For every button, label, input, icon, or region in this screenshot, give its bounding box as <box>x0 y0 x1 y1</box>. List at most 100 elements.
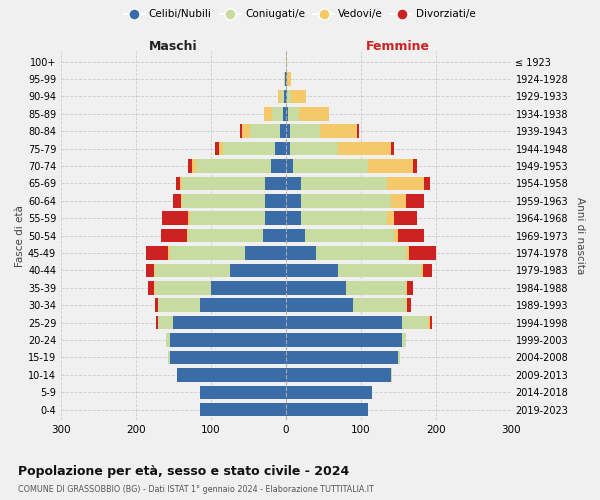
Bar <box>402 316 428 330</box>
Bar <box>285 72 286 86</box>
Bar <box>286 107 288 120</box>
Bar <box>272 107 283 120</box>
Bar <box>286 194 301 207</box>
Bar <box>391 194 406 207</box>
Bar <box>177 368 286 382</box>
Bar <box>407 298 411 312</box>
Bar <box>155 281 211 294</box>
Bar <box>148 281 154 294</box>
Bar <box>413 160 417 173</box>
Bar <box>265 212 286 225</box>
Bar <box>158 298 200 312</box>
Bar <box>423 264 432 278</box>
Text: COMUNE DI GRASSOBBIO (BG) - Dati ISTAT 1° gennaio 2024 - Elaborazione TUTTITALIA: COMUNE DI GRASSOBBIO (BG) - Dati ISTAT 1… <box>18 485 374 494</box>
Bar <box>301 176 387 190</box>
Bar <box>430 316 432 330</box>
Bar <box>290 142 338 156</box>
Bar <box>200 403 286 416</box>
Bar <box>357 124 359 138</box>
Bar <box>338 142 391 156</box>
Bar <box>301 194 391 207</box>
Bar <box>286 298 353 312</box>
Bar <box>271 160 286 173</box>
Bar <box>275 142 286 156</box>
Bar <box>286 72 287 86</box>
Bar <box>280 124 286 138</box>
Bar <box>188 212 190 225</box>
Text: Maschi: Maschi <box>149 40 198 53</box>
Bar <box>286 90 287 103</box>
Bar <box>176 176 180 190</box>
Bar <box>168 246 170 260</box>
Bar <box>394 229 398 242</box>
Bar <box>215 142 219 156</box>
Bar <box>402 334 406 347</box>
Bar <box>181 194 182 207</box>
Bar <box>146 246 168 260</box>
Bar <box>305 229 394 242</box>
Bar <box>316 246 406 260</box>
Bar <box>161 229 187 242</box>
Bar <box>407 281 413 294</box>
Bar <box>394 212 417 225</box>
Bar <box>346 281 406 294</box>
Bar <box>170 350 286 364</box>
Bar <box>188 160 192 173</box>
Bar <box>286 246 316 260</box>
Bar <box>284 72 285 86</box>
Bar <box>291 90 306 103</box>
Bar <box>200 298 286 312</box>
Bar <box>219 142 223 156</box>
Bar <box>387 212 394 225</box>
Bar <box>286 350 398 364</box>
Bar <box>155 264 230 278</box>
Bar <box>406 246 409 260</box>
Bar <box>265 176 286 190</box>
Bar <box>398 350 400 364</box>
Bar <box>250 124 280 138</box>
Bar <box>398 229 424 242</box>
Bar <box>391 142 394 156</box>
Bar <box>406 298 407 312</box>
Bar <box>290 124 320 138</box>
Bar <box>187 229 188 242</box>
Bar <box>196 160 271 173</box>
Bar <box>240 124 242 138</box>
Bar <box>286 55 287 68</box>
Bar <box>223 142 275 156</box>
Bar <box>211 281 286 294</box>
Bar <box>190 212 265 225</box>
Bar <box>391 368 392 382</box>
Bar <box>406 281 407 294</box>
Bar <box>180 176 182 190</box>
Bar <box>146 264 154 278</box>
Legend: Celibi/Nubili, Coniugati/e, Vedovi/e, Divorziati/e: Celibi/Nubili, Coniugati/e, Vedovi/e, Di… <box>119 5 481 24</box>
Bar <box>265 194 286 207</box>
Bar <box>242 124 250 138</box>
Bar <box>188 229 263 242</box>
Bar <box>421 264 423 278</box>
Bar <box>283 107 286 120</box>
Bar <box>154 264 155 278</box>
Bar <box>200 386 286 399</box>
Bar <box>158 316 173 330</box>
Bar <box>182 194 265 207</box>
Bar <box>264 107 272 120</box>
Y-axis label: Anni di nascita: Anni di nascita <box>575 197 585 274</box>
Bar <box>301 212 387 225</box>
Bar <box>409 246 436 260</box>
Bar <box>287 72 291 86</box>
Bar <box>170 246 245 260</box>
Y-axis label: Fasce di età: Fasce di età <box>15 204 25 266</box>
Bar <box>286 368 391 382</box>
Bar <box>230 264 286 278</box>
Bar <box>286 386 372 399</box>
Bar <box>182 176 265 190</box>
Bar <box>154 281 155 294</box>
Bar <box>284 90 286 103</box>
Bar <box>156 316 158 330</box>
Bar <box>278 90 281 103</box>
Bar <box>286 124 290 138</box>
Bar <box>293 160 368 173</box>
Bar <box>286 176 301 190</box>
